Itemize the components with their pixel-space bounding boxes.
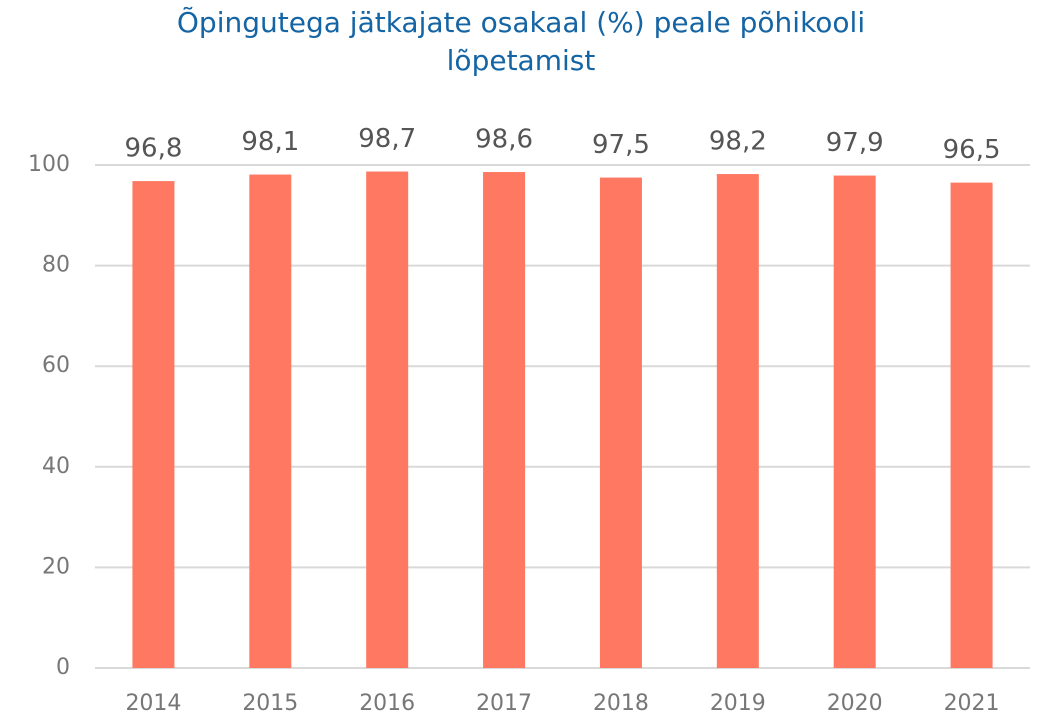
x-tick-label: 2018 bbox=[593, 691, 649, 716]
y-tick-label: 60 bbox=[42, 353, 70, 378]
bar bbox=[950, 182, 993, 669]
y-tick-label: 80 bbox=[42, 253, 70, 278]
x-tick-label: 2017 bbox=[476, 691, 532, 716]
y-tick-label: 0 bbox=[56, 655, 70, 680]
data-label: 96,5 bbox=[943, 135, 1001, 165]
x-tick-label: 2015 bbox=[242, 691, 298, 716]
data-label: 98,1 bbox=[241, 127, 299, 157]
x-tick-label: 2020 bbox=[827, 691, 883, 716]
bar bbox=[366, 171, 409, 668]
y-tick-label: 100 bbox=[28, 152, 70, 177]
bar bbox=[833, 175, 876, 669]
data-label: 98,2 bbox=[709, 127, 767, 157]
data-label: 97,9 bbox=[826, 128, 884, 158]
x-tick-label: 2021 bbox=[944, 691, 1000, 716]
x-tick-label: 2014 bbox=[125, 691, 181, 716]
data-label: 98,6 bbox=[475, 125, 533, 155]
bar bbox=[716, 174, 759, 668]
y-tick-label: 20 bbox=[42, 554, 70, 579]
x-tick-label: 2019 bbox=[710, 691, 766, 716]
bar bbox=[599, 177, 642, 668]
bar bbox=[249, 174, 292, 668]
data-label: 97,5 bbox=[592, 130, 650, 160]
data-label: 98,7 bbox=[358, 124, 416, 154]
bar bbox=[483, 172, 526, 669]
x-tick-label: 2016 bbox=[359, 691, 415, 716]
data-label: 96,8 bbox=[124, 134, 182, 164]
chart-title: Õpingutega jätkajate osakaal (%) peale p… bbox=[176, 6, 866, 77]
bar bbox=[132, 181, 175, 668]
y-tick-label: 40 bbox=[42, 454, 70, 479]
